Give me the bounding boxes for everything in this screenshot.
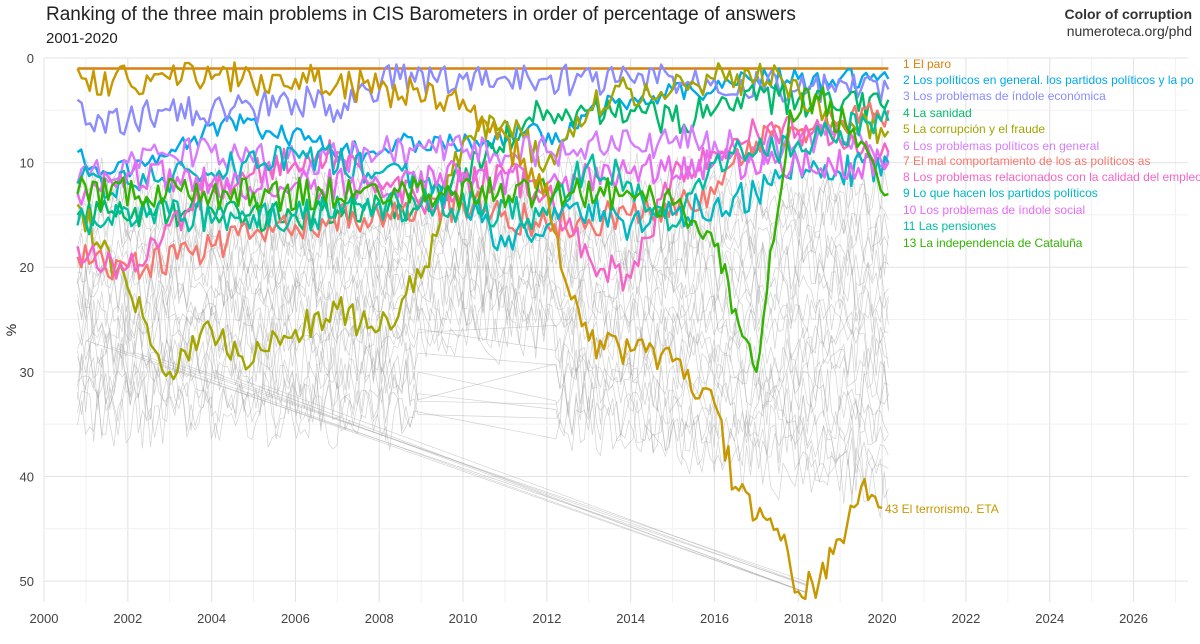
brand-block: Color of corruption numeroteca.org/phd bbox=[1064, 6, 1192, 40]
background-line bbox=[77, 189, 889, 263]
series-label: 4 La sanidad bbox=[903, 106, 972, 120]
background-line bbox=[77, 388, 889, 518]
x-tick-label: 2020 bbox=[868, 611, 897, 626]
series-label: 2 Los políticos en general. los partidos… bbox=[903, 73, 1194, 87]
y-axis-label: % bbox=[3, 324, 19, 336]
background-line bbox=[77, 208, 889, 287]
background-connector bbox=[136, 352, 807, 593]
background-line bbox=[77, 199, 889, 276]
series-line bbox=[76, 61, 883, 601]
series-line bbox=[76, 86, 889, 373]
background-line bbox=[77, 217, 889, 295]
series-label: 8 Los problemas relacionados con la cali… bbox=[903, 170, 1200, 184]
background-line bbox=[77, 255, 889, 344]
y-tick-label: 30 bbox=[20, 365, 34, 380]
background-line bbox=[77, 284, 889, 376]
background-line bbox=[77, 350, 889, 463]
series-label: 11 Las pensiones bbox=[903, 219, 996, 233]
x-tick-label: 2002 bbox=[113, 611, 142, 626]
background-line bbox=[77, 302, 889, 412]
background-line bbox=[77, 227, 889, 311]
chart-title: Ranking of the three main problems in CI… bbox=[46, 4, 796, 25]
series-line bbox=[76, 62, 890, 381]
background-line bbox=[77, 360, 889, 474]
series-labels-layer: 1 El paro 2 Los políticos en general. los… bbox=[885, 57, 1200, 516]
series-line bbox=[76, 147, 890, 206]
series-line bbox=[76, 82, 890, 233]
series-label: 7 El mal comportamiento de los as políti… bbox=[903, 154, 1150, 168]
background-connector bbox=[261, 384, 807, 585]
y-tick-label: 0 bbox=[27, 51, 34, 66]
series-line bbox=[76, 108, 890, 236]
x-tick-label: 2024 bbox=[1035, 611, 1064, 626]
series-label: 9 Lo que hacen los partidos políticos bbox=[903, 186, 1098, 200]
background-line bbox=[77, 321, 889, 429]
background-line bbox=[77, 152, 889, 215]
series-label: 13 La independencia de Cataluña bbox=[903, 236, 1083, 250]
x-tick-label: 2016 bbox=[700, 611, 729, 626]
axes-layer: 2000 2002 2004 2006 2008 2010 2012 2014 2016 2018… bbox=[3, 51, 1148, 626]
series-line bbox=[76, 143, 890, 252]
x-tick-label: 2026 bbox=[1119, 611, 1148, 626]
x-tick-label: 2004 bbox=[197, 611, 226, 626]
x-tick-label: 2018 bbox=[784, 611, 813, 626]
x-tick-label: 2012 bbox=[532, 611, 561, 626]
chart-subtitle: 2001-2020 bbox=[46, 30, 118, 47]
x-tick-label: 2022 bbox=[951, 611, 980, 626]
background-connector bbox=[110, 346, 807, 594]
background-line bbox=[77, 332, 889, 443]
series-label: 10 Los problemas de índole social bbox=[903, 203, 1085, 217]
y-tick-label: 40 bbox=[20, 469, 34, 484]
x-tick-label: 2006 bbox=[281, 611, 310, 626]
background-line bbox=[77, 236, 889, 322]
series-layer bbox=[76, 61, 890, 601]
x-tick-label: 2008 bbox=[365, 611, 394, 626]
series-label: 3 Los problemas de índole económica bbox=[903, 89, 1106, 103]
background-line bbox=[77, 247, 889, 335]
series-label: 6 Los problemas políticos en general bbox=[903, 139, 1099, 153]
y-tick-label: 20 bbox=[20, 260, 34, 275]
brand-url: numeroteca.org/phd bbox=[1066, 23, 1192, 39]
background-line bbox=[77, 339, 889, 443]
series-label: 1 El paro bbox=[903, 57, 951, 71]
background-line bbox=[77, 378, 889, 504]
x-tick-label: 2010 bbox=[449, 611, 478, 626]
y-tick-label: 50 bbox=[20, 574, 34, 589]
background-line bbox=[77, 275, 889, 372]
brand-title: Color of corruption bbox=[1064, 6, 1192, 22]
series-label: 43 El terrorismo. ETA bbox=[885, 502, 999, 516]
y-tick-label: 10 bbox=[20, 156, 34, 171]
x-tick-label: 2000 bbox=[30, 611, 59, 626]
background-connector bbox=[85, 340, 807, 586]
series-label: 5 La corrupción y el fraude bbox=[903, 122, 1045, 136]
background-connector bbox=[161, 359, 807, 582]
background-line bbox=[77, 293, 889, 396]
background-line bbox=[77, 265, 889, 359]
background-connector bbox=[236, 377, 807, 594]
background-connector bbox=[186, 365, 807, 586]
x-tick-label: 2014 bbox=[616, 611, 645, 626]
background-line bbox=[77, 368, 889, 499]
